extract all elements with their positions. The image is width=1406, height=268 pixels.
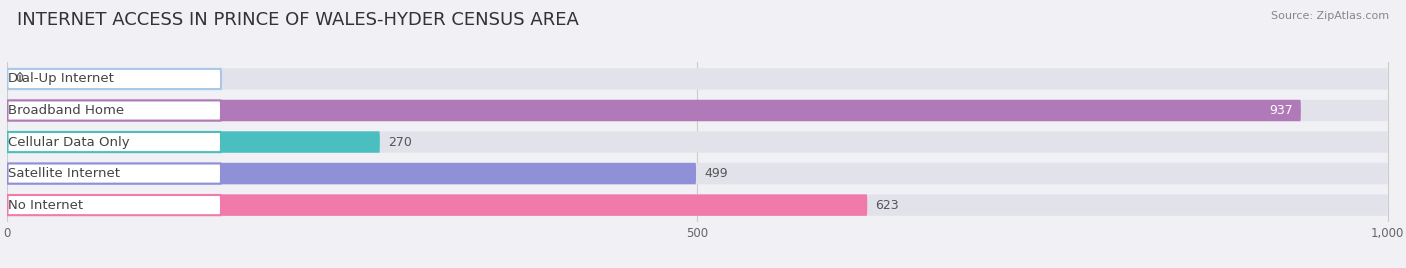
FancyBboxPatch shape [7,100,1301,121]
Text: 270: 270 [388,136,412,148]
FancyBboxPatch shape [7,195,221,215]
FancyBboxPatch shape [7,194,868,216]
FancyBboxPatch shape [7,68,1388,90]
Text: 937: 937 [1268,104,1292,117]
Text: INTERNET ACCESS IN PRINCE OF WALES-HYDER CENSUS AREA: INTERNET ACCESS IN PRINCE OF WALES-HYDER… [17,11,579,29]
Text: Cellular Data Only: Cellular Data Only [8,136,129,148]
Text: No Internet: No Internet [8,199,83,212]
FancyBboxPatch shape [7,163,1388,184]
FancyBboxPatch shape [7,194,1388,216]
Text: Source: ZipAtlas.com: Source: ZipAtlas.com [1271,11,1389,21]
FancyBboxPatch shape [7,131,380,153]
FancyBboxPatch shape [7,163,696,184]
FancyBboxPatch shape [7,163,221,184]
FancyBboxPatch shape [7,69,221,89]
Text: Broadband Home: Broadband Home [8,104,124,117]
FancyBboxPatch shape [7,100,221,121]
Text: 0: 0 [15,72,24,85]
Text: Satellite Internet: Satellite Internet [8,167,120,180]
FancyBboxPatch shape [7,68,10,90]
Text: 499: 499 [704,167,728,180]
FancyBboxPatch shape [7,131,1388,153]
Text: 623: 623 [876,199,900,212]
Text: Dial-Up Internet: Dial-Up Internet [8,72,114,85]
FancyBboxPatch shape [7,132,221,152]
FancyBboxPatch shape [7,100,1388,121]
